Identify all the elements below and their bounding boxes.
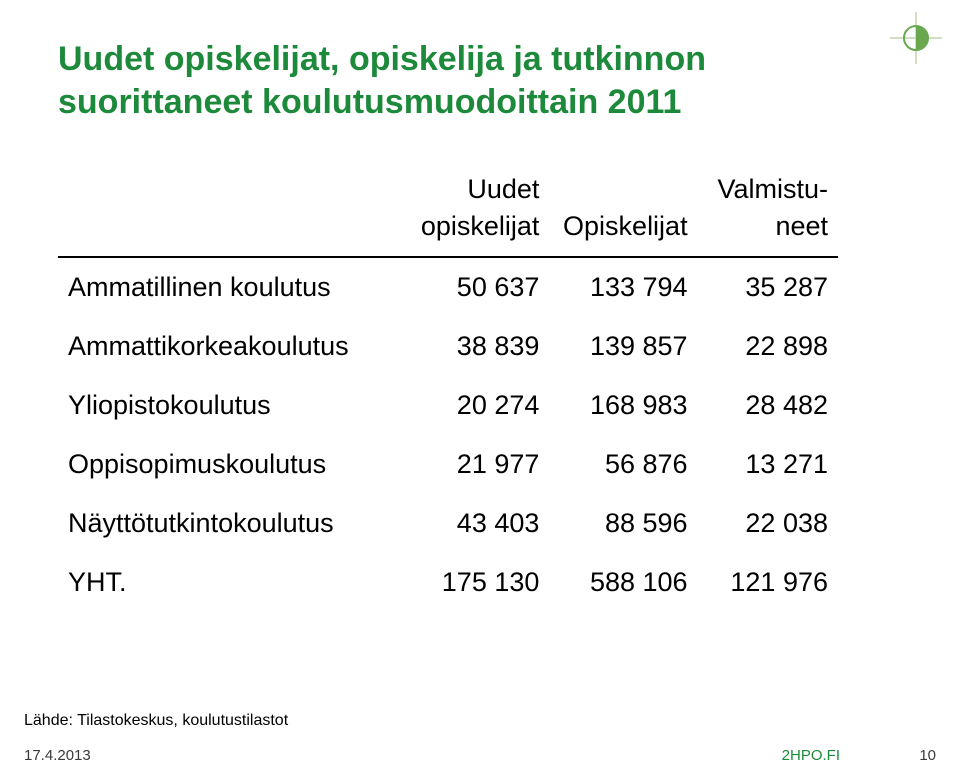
row-c3: 56 876 [549, 435, 697, 494]
source-text: Lähde: Tilastokeskus, koulutustilastot [24, 712, 288, 730]
title-line-1: Uudet opiskelijat, opiskelija ja tutkinn… [58, 38, 860, 81]
row-c3: 88 596 [549, 494, 697, 553]
footer-page: 10 [919, 747, 936, 764]
row-label: Oppisopimuskoulutus [58, 435, 401, 494]
row-c2: 43 403 [401, 494, 549, 553]
row-label: YHT. [58, 553, 401, 612]
th-uudet: Uudet [401, 160, 549, 205]
row-c4: 121 976 [698, 553, 838, 612]
row-c2: 175 130 [401, 553, 549, 612]
row-c3: 588 106 [549, 553, 697, 612]
footer: 17.4.2013 2HPO.FI 10 [0, 740, 960, 764]
table-row: Ammatillinen koulutus 50 637 133 794 35 … [58, 257, 838, 317]
th-opiskelijat-uudet: opiskelijat [401, 205, 549, 257]
th-blank3 [58, 205, 401, 257]
logo-half [916, 26, 928, 50]
table-row: Ammattikorkeakoulutus 38 839 139 857 22 … [58, 317, 838, 376]
row-label: Näyttötutkintokoulutus [58, 494, 401, 553]
row-c2: 38 839 [401, 317, 549, 376]
title-line-2: suorittaneet koulutusmuodoittain 2011 [58, 81, 860, 124]
slide: Uudet opiskelijat, opiskelija ja tutkinn… [0, 0, 960, 780]
row-c4: 13 271 [698, 435, 838, 494]
row-c2: 50 637 [401, 257, 549, 317]
row-c3: 139 857 [549, 317, 697, 376]
row-c4: 35 287 [698, 257, 838, 317]
row-c2: 21 977 [401, 435, 549, 494]
table-header-row-2: opiskelijat Opiskelijat neet [58, 205, 838, 257]
row-c4: 28 482 [698, 376, 838, 435]
table-row: Oppisopimuskoulutus 21 977 56 876 13 271 [58, 435, 838, 494]
row-c4: 22 898 [698, 317, 838, 376]
table-row: Yliopistokoulutus 20 274 168 983 28 482 [58, 376, 838, 435]
row-c3: 133 794 [549, 257, 697, 317]
row-label: Yliopistokoulutus [58, 376, 401, 435]
row-c2: 20 274 [401, 376, 549, 435]
th-opiskelijat: Opiskelijat [549, 205, 697, 257]
row-label: Ammatillinen koulutus [58, 257, 401, 317]
table-header-row-1: Uudet Valmistu- [58, 160, 838, 205]
th-blank2 [549, 160, 697, 205]
th-blank [58, 160, 401, 205]
table-row-total: YHT. 175 130 588 106 121 976 [58, 553, 838, 612]
row-label: Ammattikorkeakoulutus [58, 317, 401, 376]
footer-site: 2HPO.FI [0, 747, 960, 764]
row-c3: 168 983 [549, 376, 697, 435]
th-neet: neet [698, 205, 838, 257]
logo-icon [890, 12, 942, 64]
row-c4: 22 038 [698, 494, 838, 553]
slide-title: Uudet opiskelijat, opiskelija ja tutkinn… [58, 38, 860, 123]
table-row: Näyttötutkintokoulutus 43 403 88 596 22 … [58, 494, 838, 553]
th-valmistu: Valmistu- [698, 160, 838, 205]
data-table: Uudet Valmistu- opiskelijat Opiskelijat … [58, 160, 838, 612]
